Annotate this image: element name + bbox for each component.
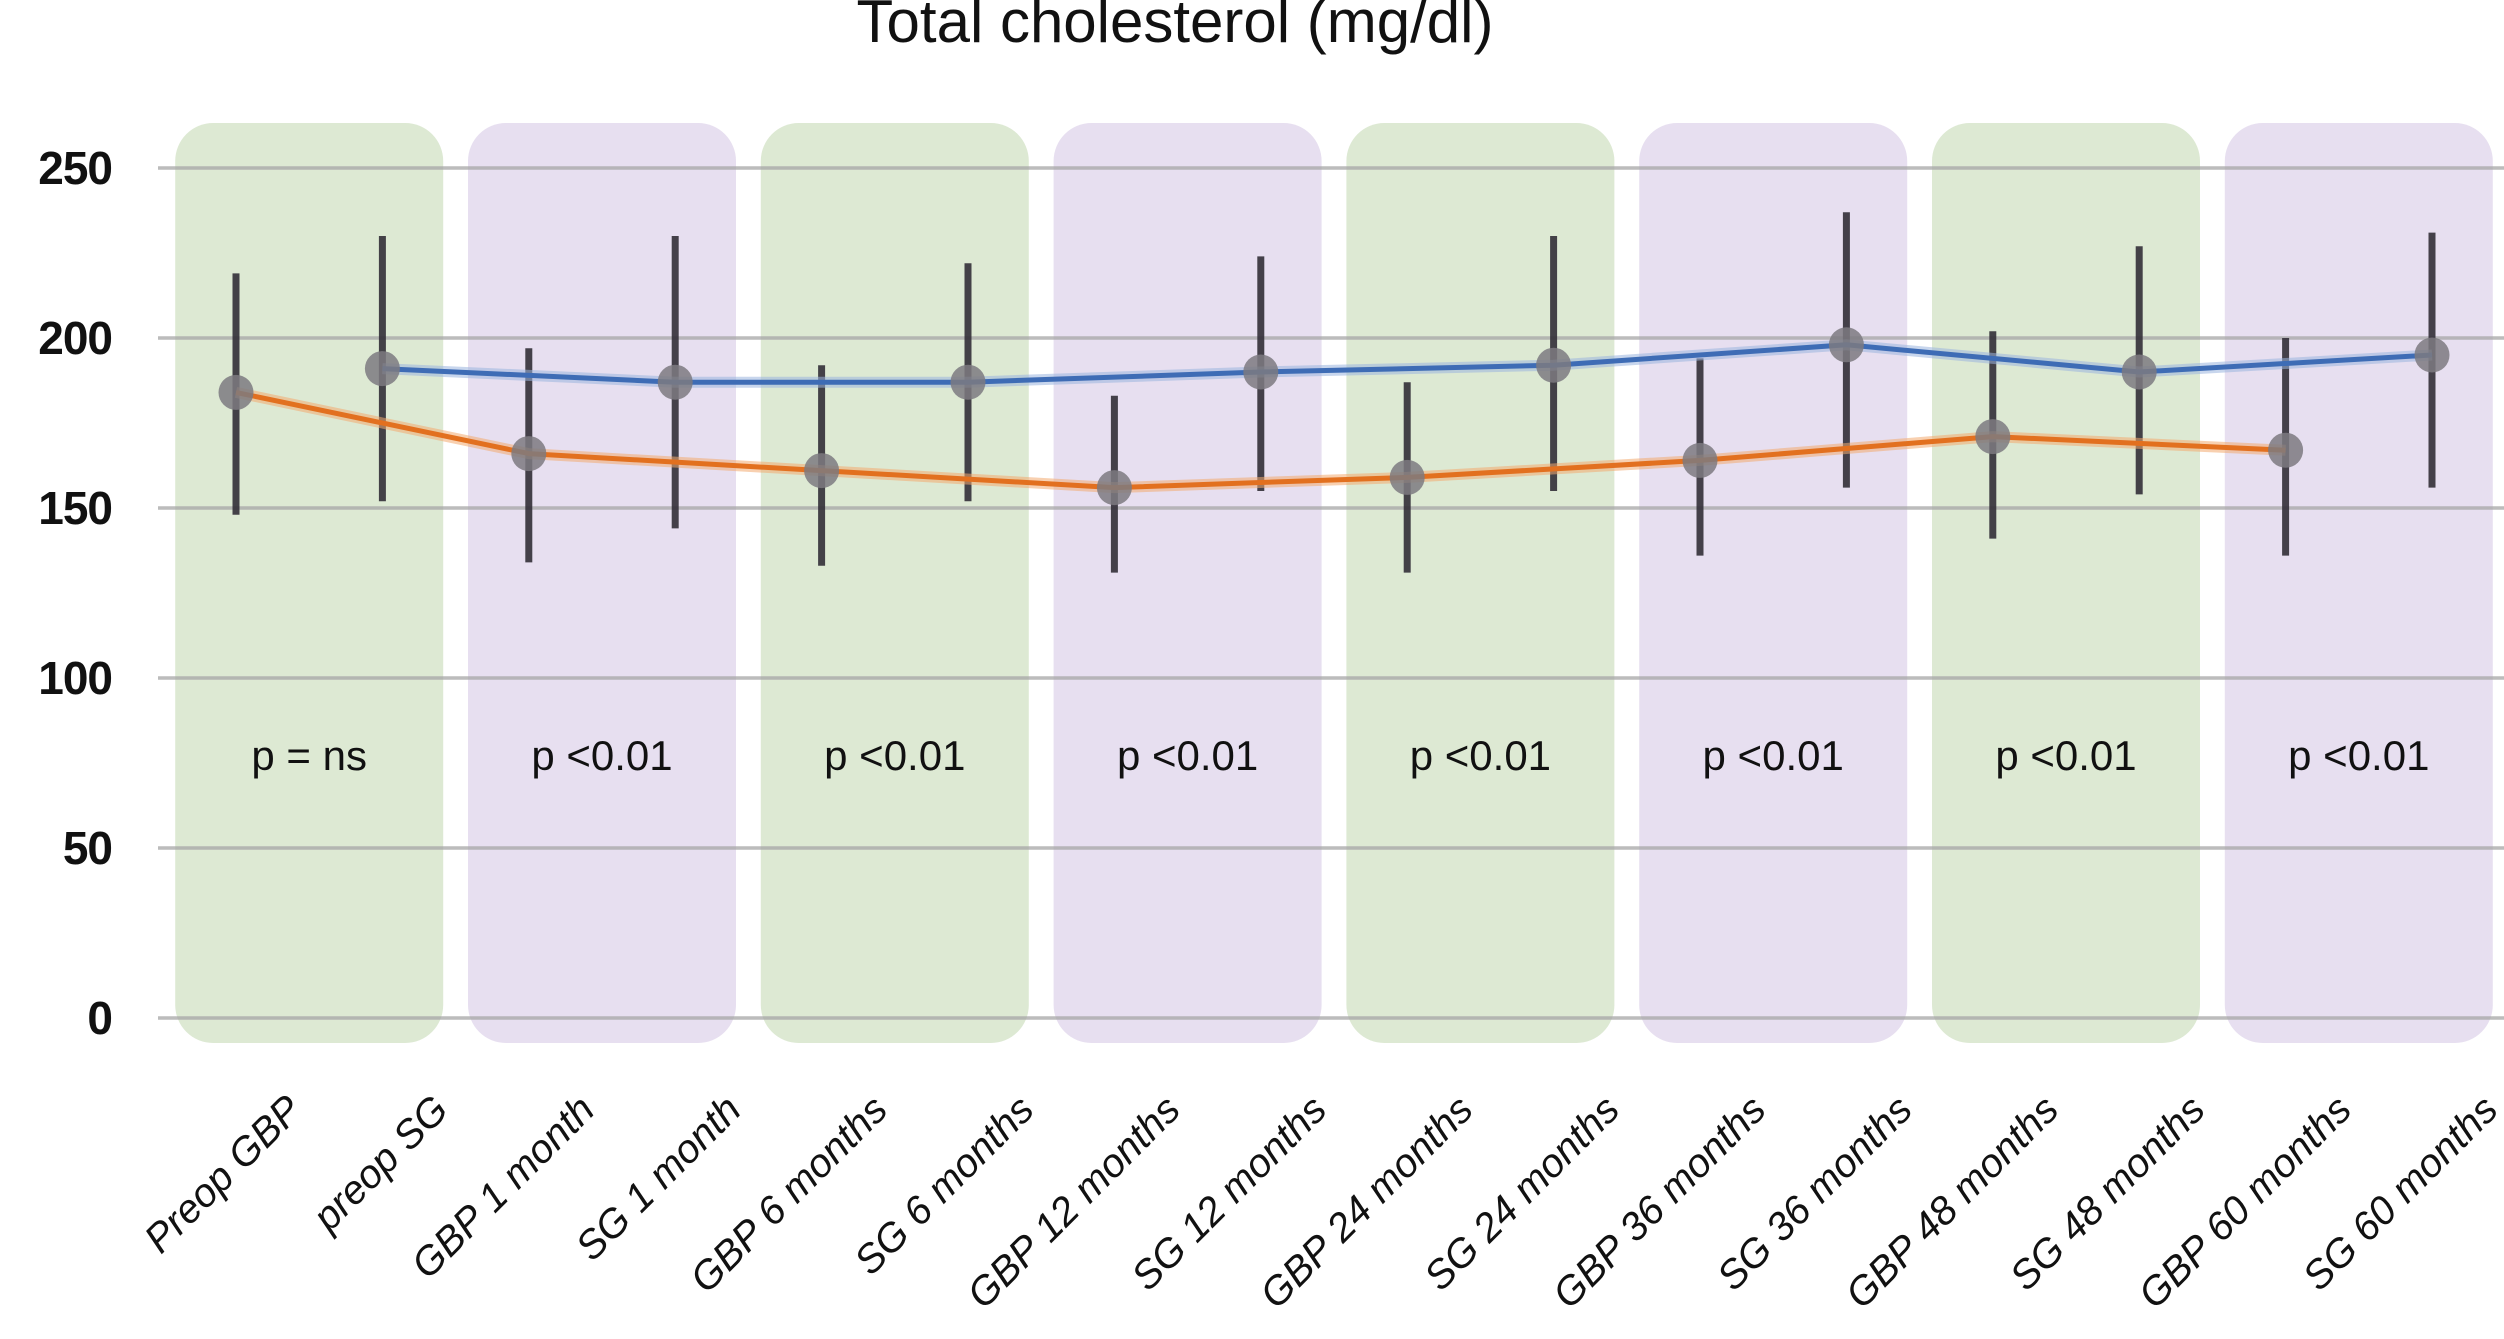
series-lines-layer — [234, 339, 2433, 494]
p-value-label: p <0.01 — [1995, 732, 2136, 779]
period-band-purple — [1053, 123, 1322, 1043]
period-band-green — [760, 123, 1029, 1043]
y-axis-tick-label: 150 — [38, 482, 112, 534]
data-point-sg — [1536, 347, 1572, 383]
data-point-sg — [657, 364, 693, 400]
y-axis-tick-label: 100 — [38, 652, 112, 704]
bands-layer — [175, 123, 2493, 1043]
p-value-label: p <0.01 — [824, 732, 965, 779]
p-value-label: p <0.01 — [1703, 732, 1844, 779]
y-axis-tick-label: 200 — [38, 312, 112, 364]
p-value-labels-layer: p = ns p <0.01 p <0.01 p <0.01 p <0.01 p <0.0… — [251, 732, 2429, 779]
data-point-gbp — [1096, 470, 1132, 506]
data-point-sg — [950, 364, 986, 400]
period-band-purple — [468, 123, 736, 1043]
x-axis-label: Preop GBP — [136, 1087, 310, 1261]
x-axis-label: preop SG — [304, 1087, 457, 1240]
p-value-label: p <0.01 — [1410, 732, 1551, 779]
period-band-green — [1346, 123, 1615, 1043]
y-axis-tick-label: 0 — [87, 992, 112, 1044]
data-point-sg — [2414, 337, 2450, 373]
series-line-gbp — [235, 389, 2286, 491]
period-band-green — [1932, 123, 2200, 1043]
data-point-sg — [1243, 354, 1279, 390]
data-point-sg — [364, 351, 400, 387]
data-point-gbp — [804, 453, 840, 489]
p-value-label: p = ns — [251, 732, 367, 779]
data-point-gbp — [2268, 432, 2304, 468]
chart-title: Total cholesterol (mg/dl) — [857, 0, 1494, 55]
series-line-sg — [382, 342, 2433, 385]
p-value-label: p <0.01 — [531, 732, 672, 779]
p-value-label: p <0.01 — [2288, 732, 2429, 779]
y-axis-labels-layer: 250 200 150 100 50 0 — [38, 142, 113, 1044]
data-point-gbp — [1682, 442, 1718, 478]
gridlines-layer — [158, 166, 2504, 1020]
p-value-label: p <0.01 — [1117, 732, 1258, 779]
data-point-sg — [1828, 327, 1864, 363]
data-point-sg — [2121, 354, 2157, 390]
period-band-green — [175, 123, 444, 1043]
data-point-gbp — [1389, 459, 1425, 495]
data-point-gbp — [218, 374, 254, 410]
data-point-gbp — [511, 436, 547, 472]
y-axis-tick-label: 50 — [63, 822, 112, 874]
period-band-purple — [1639, 123, 1908, 1043]
data-points-layer — [218, 327, 2450, 506]
y-axis-tick-label: 250 — [38, 142, 112, 194]
data-point-gbp — [1975, 419, 2011, 455]
period-band-purple — [2224, 123, 2493, 1043]
